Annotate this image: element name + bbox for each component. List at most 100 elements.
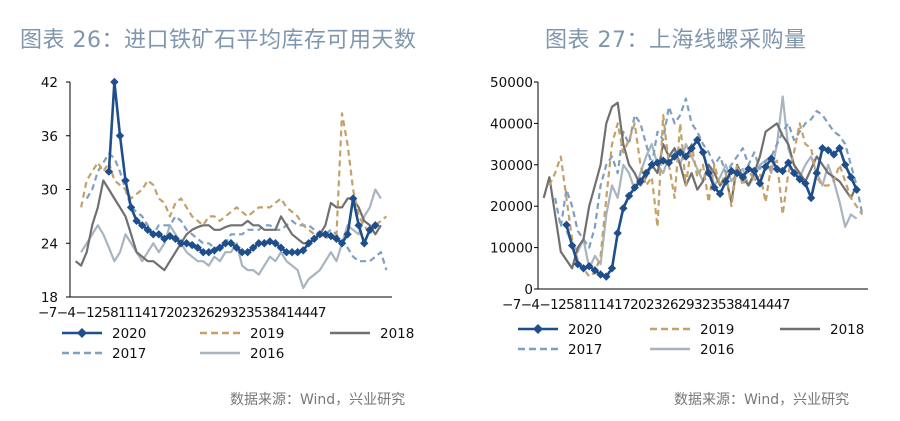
- series-line-2018: [542, 101, 858, 270]
- series-point-2020: [812, 168, 821, 178]
- x-tick-label: 11: [582, 297, 598, 313]
- series-line-2016: [565, 95, 858, 270]
- x-tick-label: 17: [150, 305, 166, 321]
- x-tick-label: 8: [574, 297, 582, 313]
- series-point-2020: [767, 154, 776, 163]
- series-point-2020: [165, 231, 175, 241]
- series-point-2020: [636, 177, 645, 186]
- series-point-2020: [149, 230, 158, 239]
- x-tick-label: 23: [182, 305, 198, 321]
- series-point-2020: [846, 173, 856, 182]
- x-tick-label: 32: [694, 297, 710, 313]
- chart-panel-26: 图表 26：进口铁矿石平均库存可用天数 18 24 30 36 42 −7−4−12581…: [20, 28, 417, 408]
- series-line-2019: [80, 112, 388, 240]
- series-point-2020: [613, 228, 622, 238]
- legend-label-2019: 2019: [700, 322, 734, 338]
- series-point-2020: [199, 248, 208, 257]
- series-point-2020: [354, 221, 363, 230]
- series-point-2020: [732, 168, 742, 178]
- x-tick-label: 5: [566, 297, 574, 313]
- x-tick-label: −4: [521, 297, 540, 313]
- x-tick-labels: −7−4−125811141720232629323538414447: [502, 297, 790, 313]
- series-point-2020: [237, 248, 247, 257]
- series-point-2020: [841, 160, 850, 169]
- y-tick-label: 50000: [490, 75, 533, 91]
- legend-label-2019: 2019: [250, 326, 284, 342]
- series-point-2020: [310, 234, 319, 243]
- x-tick-label: 44: [758, 297, 774, 313]
- series-point-2020: [738, 173, 748, 182]
- chart-title: 图表 26：进口铁矿石平均库存可用天数: [20, 28, 417, 53]
- y-tick-label: 0: [524, 282, 533, 298]
- legend-label-2018: 2018: [830, 322, 864, 338]
- series-point-2020: [298, 246, 308, 255]
- x-tick-label: 32: [230, 305, 246, 321]
- legend-label-2016: 2016: [250, 346, 284, 362]
- series-point-2020: [143, 225, 152, 235]
- x-tick-label: 44: [294, 305, 310, 321]
- x-tick-label: 17: [614, 297, 630, 313]
- series-point-2020: [343, 230, 352, 239]
- series-point-2020: [243, 248, 252, 257]
- series-point-2020: [115, 131, 125, 140]
- chart-title: 图表 27：上海线螺采购量: [545, 28, 807, 53]
- y-tick-label: 20000: [490, 199, 533, 215]
- y-tick-label: 36: [41, 129, 58, 145]
- x-tick-label: 29: [678, 297, 694, 313]
- legend-marker-2020: [533, 324, 543, 334]
- series-point-2020: [249, 243, 258, 252]
- x-tick-label: −7: [502, 297, 521, 313]
- y-tick-label: 40000: [490, 116, 533, 132]
- x-tick-label: 2: [94, 305, 102, 321]
- series-point-2020: [282, 248, 291, 257]
- x-tick-label: 11: [118, 305, 134, 321]
- x-tick-label: 26: [198, 305, 214, 321]
- series-line-2020: [565, 138, 858, 278]
- series-point-2020: [332, 234, 341, 243]
- series-line-2019: [548, 113, 864, 278]
- series-line-2017: [554, 97, 864, 249]
- y-tick-label: 18: [41, 290, 58, 306]
- series-line-2018: [74, 179, 382, 272]
- series-point-2020: [348, 194, 358, 203]
- y-tick-label: 24: [41, 236, 58, 252]
- series-point-2020: [365, 225, 374, 235]
- series-line-2016: [80, 188, 382, 290]
- x-tick-label: 8: [110, 305, 118, 321]
- x-tick-label: 38: [726, 297, 742, 313]
- x-tick-label: 38: [262, 305, 278, 321]
- legend-label-2017: 2017: [112, 346, 146, 362]
- series-point-2020: [823, 146, 833, 155]
- x-tick-label: 29: [214, 305, 230, 321]
- series-point-2020: [315, 230, 325, 239]
- series-point-2020: [171, 234, 180, 243]
- source-note: 数据来源：Wind，兴业研究: [674, 392, 850, 408]
- series-point-2020: [750, 166, 759, 176]
- series-point-2020: [715, 189, 725, 198]
- series-point-2020: [137, 221, 147, 230]
- series-point-2020: [670, 152, 679, 161]
- series-point-2020: [226, 239, 236, 248]
- series-point-2020: [126, 203, 136, 212]
- legend-marker-2020: [77, 328, 87, 338]
- series-point-2020: [104, 167, 114, 176]
- legend-label-2020: 2020: [568, 322, 602, 338]
- series-point-2020: [567, 241, 577, 250]
- source-note: 数据来源：Wind，兴业研究: [230, 392, 406, 408]
- series-point-2020: [176, 239, 186, 248]
- x-tick-label: 20: [630, 297, 646, 313]
- x-tick-label: −1: [75, 305, 94, 321]
- y-tick-label: 30: [41, 183, 58, 199]
- chart-panel-27: 图表 27：上海线螺采购量 0 10000 20000 30000 40000 50000…: [450, 0, 900, 421]
- legend-label-2020: 2020: [112, 326, 146, 342]
- x-tick-label: 23: [646, 297, 662, 313]
- y-tick-label: 10000: [490, 241, 533, 257]
- series-point-2020: [132, 216, 141, 226]
- x-tick-label: 14: [134, 305, 150, 321]
- series-point-2020: [215, 243, 225, 252]
- x-tick-label: −7: [38, 305, 57, 321]
- x-tick-label: 20: [166, 305, 182, 321]
- series-point-2020: [260, 239, 269, 248]
- series-point-2020: [221, 239, 230, 248]
- series-point-2020: [254, 239, 263, 248]
